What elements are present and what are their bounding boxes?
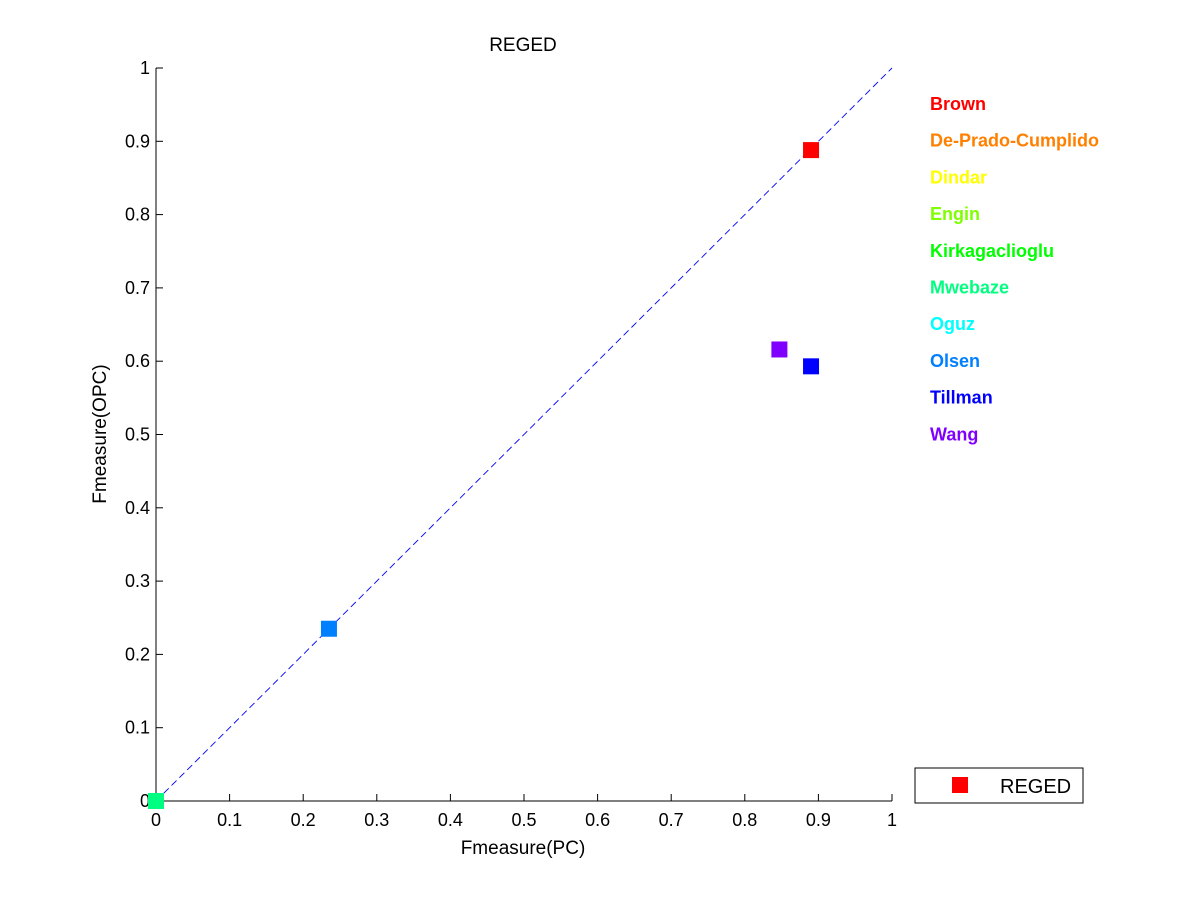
x-tick-label: 0.8	[732, 810, 757, 830]
legend-marker	[952, 777, 968, 793]
x-tick-label: 0.6	[585, 810, 610, 830]
data-point-tillman	[803, 358, 820, 375]
legend-box	[914, 767, 1084, 804]
reference-diagonal-line	[155, 67, 893, 802]
x-tick-label: 0.5	[511, 810, 536, 830]
series-name-engin: Engin	[930, 204, 980, 224]
data-point-olsen	[320, 620, 337, 637]
series-name-de-prado-cumplido: De-Prado-Cumplido	[930, 131, 1099, 151]
series-name-wang: Wang	[930, 424, 978, 444]
x-tick-label: 0.3	[364, 810, 389, 830]
series-name-olsen: Olsen	[930, 351, 980, 371]
y-tick-label: 0.4	[125, 498, 150, 518]
x-tick-label: 0.9	[806, 810, 831, 830]
series-name-oguz: Oguz	[930, 314, 975, 334]
y-tick-label: 0.6	[125, 351, 150, 371]
y-tick-label: 0.2	[125, 644, 150, 664]
series-name-kirkagaclioglu: Kirkagaclioglu	[930, 241, 1054, 261]
y-tick-label: 1	[140, 58, 150, 78]
y-tick-label: 0.9	[125, 131, 150, 151]
y-tick-label: 0.3	[125, 571, 150, 591]
data-point-mwebaze	[148, 793, 164, 809]
y-tick-label: 0.7	[125, 278, 150, 298]
y-axis-label: Fmeasure(OPC)	[90, 364, 111, 503]
x-tick-label: 0.7	[659, 810, 684, 830]
y-tick-label: 0.1	[125, 718, 150, 738]
x-tick-label: 0.4	[438, 810, 463, 830]
x-tick-label: 0.2	[291, 810, 316, 830]
x-axis-label: Fmeasure(PC)	[461, 838, 586, 859]
series-name-dindar: Dindar	[930, 167, 987, 187]
chart-title: REGED	[489, 35, 557, 56]
x-tick-label: 0.1	[217, 810, 242, 830]
y-tick-label: 0	[140, 791, 150, 811]
series-name-brown: Brown	[930, 94, 986, 114]
x-tick-label: 1	[887, 810, 897, 830]
x-tick-label: 0	[151, 810, 161, 830]
y-tick-label: 0.8	[125, 205, 150, 225]
plot-area: 0 0.1 0.2 0.3 0.4 0.5 0.6 0.7 0.8 0.9 1 0 0.1 0.2 0.3 0…	[125, 58, 897, 830]
series-name-mwebaze: Mwebaze	[930, 278, 1009, 298]
legend: REGED	[914, 767, 1084, 804]
series-name-tillman: Tillman	[930, 388, 993, 408]
data-point-wang	[771, 341, 788, 358]
series-name-list: Brown De-Prado-Cumplido Dindar Engin Kirkaga…	[930, 94, 1099, 444]
data-point-brown	[803, 142, 820, 159]
legend-label: REGED	[1000, 776, 1071, 798]
y-tick-label: 0.5	[125, 425, 150, 445]
